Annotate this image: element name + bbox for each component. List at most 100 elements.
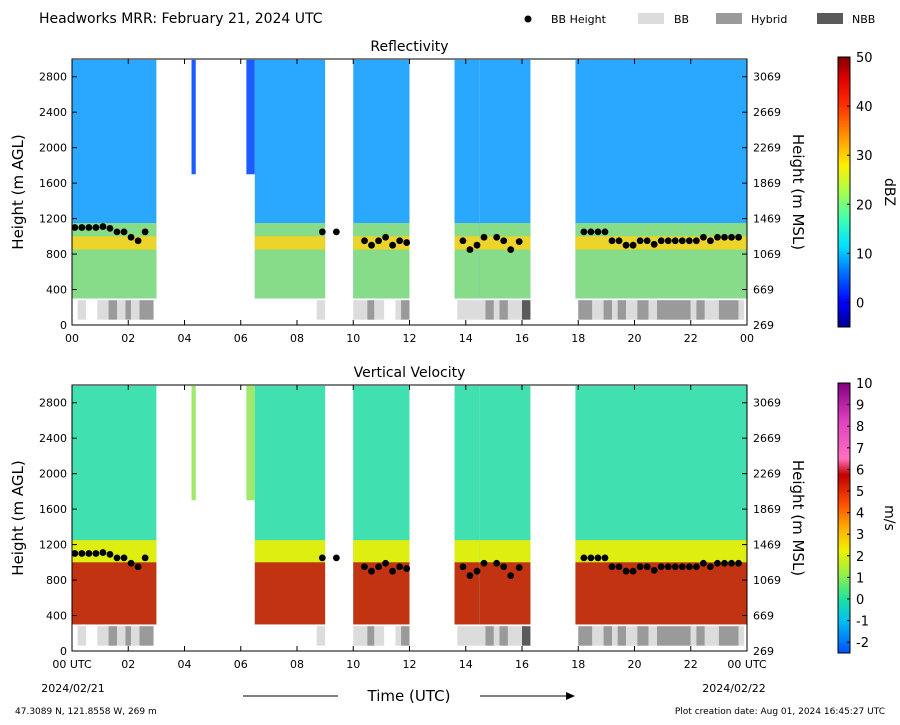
bb-height-point (594, 228, 602, 236)
bb-height-point (507, 246, 515, 254)
colorbar-tick-label: 5 (856, 485, 864, 500)
bb-height-point (361, 563, 368, 571)
reflectivity-bright-band (254, 236, 326, 250)
x-tick-label: 16 (515, 658, 529, 671)
bb-height-point (473, 241, 481, 249)
colorbar-tick-label: 8 (856, 420, 864, 435)
colorbar-tick-label: 10 (856, 377, 873, 392)
bb-height-point (622, 241, 630, 249)
bb-height-point (459, 237, 467, 245)
bb-class-segment (316, 300, 326, 320)
bb-height-point (473, 567, 481, 575)
y-tick-label: 1600 (39, 503, 67, 516)
bb-height-point (85, 224, 93, 231)
panel-title: Reflectivity (370, 39, 448, 55)
bb-height-point (615, 237, 623, 245)
velocity-transition (479, 540, 531, 563)
y-right-tick-label: 3069 (753, 71, 781, 84)
x-tick-label: 20 (628, 658, 642, 671)
y-axis-label: Height (m AGL) (9, 460, 27, 575)
bb-height-point (141, 554, 149, 562)
colorbar-tick-label: 30 (856, 149, 873, 164)
bb-class-segment (578, 300, 593, 320)
bb-classification-strip (77, 626, 745, 646)
bb-height-point (92, 550, 100, 557)
reflectivity-band (254, 223, 326, 299)
bb-class-segment (139, 300, 154, 320)
y-right-tick-label: 2269 (753, 468, 781, 481)
bb-height-point (493, 233, 501, 241)
bb-height-point (113, 228, 121, 236)
bb-class-segment (648, 626, 657, 646)
colorbar (837, 382, 851, 654)
bb-height-point (99, 549, 107, 556)
x-tick-label: 12 (403, 332, 417, 345)
bb-height-point (728, 559, 735, 567)
colorbar-label: m/s (881, 505, 897, 531)
bb-class-segment (738, 626, 745, 646)
x-tick-label: 14 (459, 658, 473, 671)
bb-height-point (664, 237, 672, 245)
bb-class-segment (617, 300, 627, 320)
reflectivity-band (479, 223, 531, 299)
bb-class-segment (718, 300, 739, 320)
bb-height-point (127, 559, 135, 567)
colorbar-tick-label: 6 (856, 463, 864, 478)
bb-class-segment (139, 626, 154, 646)
bb-class-segment (374, 300, 385, 320)
velocity-transition (72, 540, 157, 563)
bb-height-point (735, 233, 742, 241)
bb-class-segment (499, 300, 508, 320)
legend-bb-height-label: BB Height (551, 13, 607, 26)
bb-height-point (601, 228, 609, 236)
bb-height-point (480, 559, 488, 567)
bb-class-segment (493, 626, 500, 646)
y-tick-label: 2800 (39, 71, 67, 84)
reflectivity-field (191, 59, 196, 175)
bb-class-segment (117, 300, 126, 320)
bb-height-point (507, 572, 515, 580)
y-axis-right-label: Height (m MSL) (789, 460, 807, 576)
y-right-tick-label: 1869 (753, 177, 781, 190)
velocity-field (191, 385, 196, 501)
velocity-rain (575, 562, 747, 625)
reflectivity-field (246, 59, 255, 175)
bb-class-segment (125, 626, 132, 646)
bb-height-point (650, 566, 658, 574)
reflectivity-panel: Reflectivity0400800120016002000240028002… (9, 39, 897, 345)
bb-height-point (629, 241, 637, 249)
bb-height-point (120, 554, 128, 562)
x-tick-label: 00 UTC (727, 658, 767, 671)
y-tick-label: 400 (46, 610, 67, 623)
y-right-tick-label: 2669 (753, 106, 781, 119)
bb-height-point (403, 565, 411, 572)
bb-height-point (318, 554, 326, 562)
x-tick-label: 22 (684, 332, 698, 345)
colorbar-label: dBZ (881, 178, 897, 206)
bb-class-segment (522, 300, 531, 320)
bb-class-segment (125, 300, 132, 320)
legend-bb-height-marker (524, 15, 532, 23)
y-axis-label: Height (m AGL) (9, 134, 27, 249)
bb-class-segment (612, 300, 618, 320)
y-right-tick-label: 2669 (753, 432, 781, 445)
start-date-label: 2024/02/21 (41, 682, 104, 695)
bb-height-point (714, 559, 721, 567)
y-tick-label: 2400 (39, 432, 67, 445)
x-tick-label: 10 (346, 658, 360, 671)
bb-class-segment (353, 626, 368, 646)
bb-height-point (671, 237, 679, 245)
legend-hybrid-label: Hybrid (751, 13, 787, 26)
y-tick-label: 2000 (39, 142, 67, 155)
bb-height-point (678, 237, 686, 245)
bb-height-point (636, 563, 644, 571)
bb-height-point (643, 237, 651, 245)
bb-height-point (721, 559, 728, 567)
bb-height-point (657, 563, 665, 571)
bb-height-point (361, 237, 368, 245)
legend-bb-label: BB (674, 13, 689, 26)
bb-class-segment (353, 300, 368, 320)
bb-class-segment (401, 300, 410, 320)
bb-height-point (594, 554, 602, 562)
y-tick-label: 400 (46, 284, 67, 297)
